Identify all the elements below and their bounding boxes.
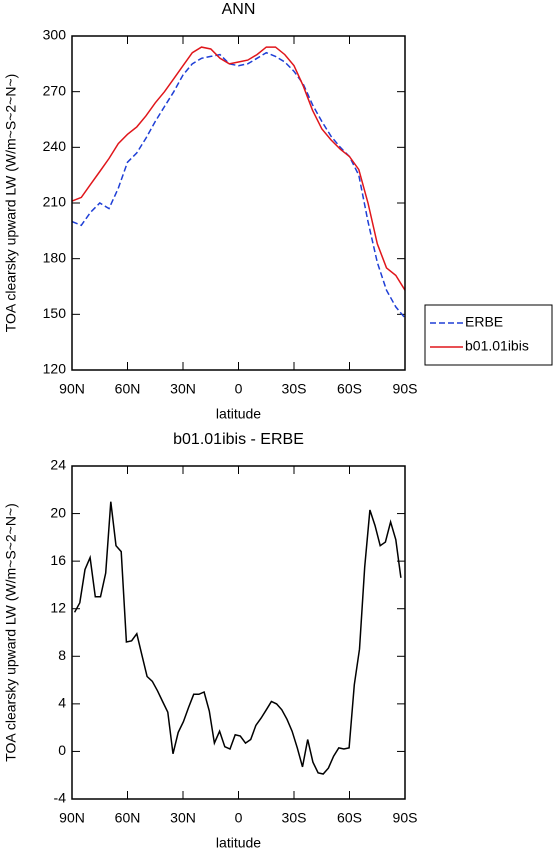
y-tick-label: 240 [43,138,67,154]
y-tick-label: 16 [50,552,66,568]
x-tick-label: 0 [235,810,243,826]
y-tick-label: 210 [43,194,67,210]
data-line [71,51,406,319]
chart-title: b01.01ibis - ERBE [173,431,304,448]
legend-box [424,304,553,366]
x-tick-label: 60N [115,810,141,826]
x-tick-label: 60N [115,381,141,397]
x-tick-label: 90S [393,381,418,397]
y-tick-label: 150 [43,305,67,321]
data-line [71,46,406,291]
plot-frame [71,35,406,371]
y-axis-label: TOA clearsky upward LW (W/m~S~2~N~) [3,74,19,333]
y-tick-label: 4 [58,695,66,711]
y-tick-label: 0 [58,742,66,758]
y-tick-label: -4 [54,790,67,806]
x-tick-label: 90N [59,810,85,826]
legend-label: b01.01ibis [465,338,529,354]
y-tick-label: 270 [43,82,67,98]
legend-label: ERBE [465,314,503,330]
x-tick-label: 60S [337,810,362,826]
x-axis-label: latitude [216,835,261,851]
x-tick-label: 60S [337,381,362,397]
x-tick-label: 30N [170,381,196,397]
y-tick-label: 120 [43,361,67,377]
y-tick-label: 180 [43,249,67,265]
x-tick-label: 90S [393,810,418,826]
x-tick-label: 30S [282,381,307,397]
y-tick-label: 20 [50,504,66,520]
chart-title: ANN [222,1,256,18]
y-axis-label: TOA clearsky upward LW (W/m~S~2~N~) [3,503,19,762]
y-tick-label: 24 [50,457,66,473]
x-tick-label: 0 [235,381,243,397]
plot-frame [71,465,406,800]
y-tick-label: 8 [58,647,66,663]
y-tick-label: 300 [43,27,67,43]
x-axis-label: latitude [216,406,261,422]
y-tick-label: 12 [50,599,66,615]
x-tick-label: 90N [59,381,85,397]
data-line [73,501,402,775]
x-tick-label: 30N [170,810,196,826]
x-tick-label: 30S [282,810,307,826]
